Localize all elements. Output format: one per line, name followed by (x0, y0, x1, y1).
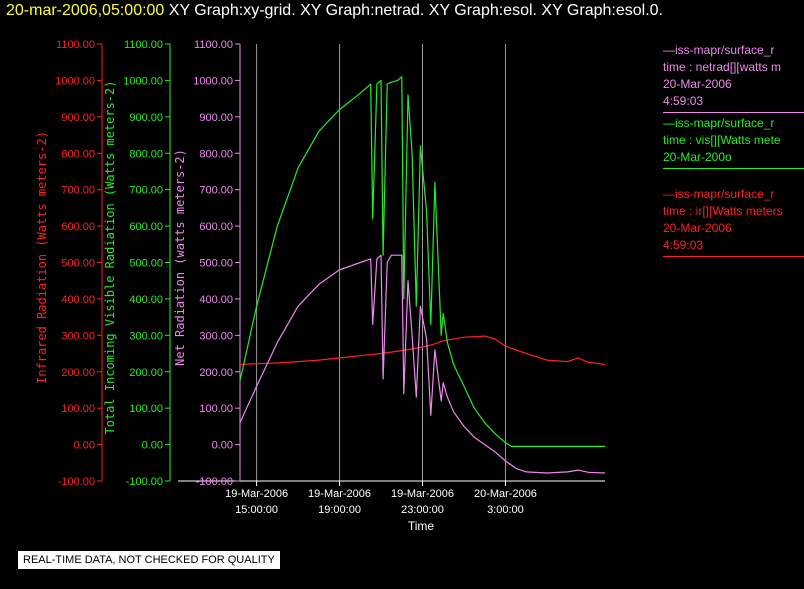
title-timestamp: 20-mar-2006,05:00:00 (6, 2, 165, 19)
legend-entry-1-line-2: 20-Mar-200o (663, 150, 732, 164)
y-tick-label-2-5: 600.00 (199, 221, 233, 233)
quality-disclaimer: REAL-TIME DATA, NOT CHECKED FOR QUALITY (18, 551, 280, 569)
y-tick-label-0-6: 500.00 (61, 258, 95, 270)
y-tick-label-2-10: 100.00 (199, 403, 233, 415)
y-tick-label-1-11: 0.00 (142, 440, 163, 452)
axes-layer: 19-Mar-2006 15:00:00 19-Mar-2006 19:00:00 19… (35, 39, 605, 533)
y-tick-label-1-7: 400.00 (129, 294, 163, 306)
y-tick-label-1-10: 100.00 (129, 403, 163, 415)
y-tick-label-2-11: 0.00 (212, 440, 233, 452)
y-tick-label-1-12: -100.00 (126, 476, 163, 488)
legend-entry-0-line-3: 4:59:03 (663, 94, 704, 108)
y-tick-label-0-7: 400.00 (61, 294, 95, 306)
series-line-net (239, 254, 606, 474)
x-tick-label-1-0: 19-Mar-2006 (308, 488, 371, 500)
legend-separator-2 (663, 256, 804, 257)
y-axis-label-0: Infrared Radiation (Watts meters-2) (35, 131, 49, 384)
y-tick-label-2-12: -100.00 (196, 476, 233, 488)
series-line-vis (239, 76, 605, 447)
x-tick-label-3-0: 20-Mar-2006 (474, 488, 537, 500)
y-tick-label-1-6: 500.00 (129, 258, 163, 270)
y-tick-label-0-1: 1000.00 (55, 75, 95, 87)
y-tick-label-0-8: 300.00 (61, 330, 95, 342)
y-tick-label-2-0: 1100.00 (194, 39, 233, 51)
y-tick-label-1-5: 600.00 (129, 221, 163, 233)
y-tick-label-0-12: -100.00 (58, 476, 95, 488)
y-tick-label-2-1: 1000.00 (193, 75, 233, 87)
y-tick-label-0-5: 600.00 (61, 221, 95, 233)
x-tick-label-0-1: 15:00:00 (235, 504, 278, 516)
legend-entry-2-line-3: 4:59:03 (663, 238, 704, 252)
legend-entry-2-line-1: time : ir[][Watts meters (663, 204, 783, 218)
x-tick-label-2-0: 19-Mar-2006 (391, 488, 454, 500)
y-tick-label-2-8: 300.00 (199, 330, 233, 342)
legend-entry-0-line-2: 20-Mar-2006 (663, 77, 732, 91)
legend-separator-1 (663, 168, 804, 169)
x-tick-label-1-1: 19:00:00 (318, 504, 361, 516)
y-tick-label-1-0: 1100.00 (124, 39, 163, 51)
y-axis-label-2: Net Radiation (watts meters-2) (173, 149, 187, 366)
x-tick-label-0-0: 19-Mar-2006 (225, 488, 288, 500)
legend-entry-1-line-1: time : vis[][Watts mete (663, 133, 781, 147)
y-tick-label-0-9: 200.00 (61, 367, 95, 379)
y-tick-label-0-3: 800.00 (61, 148, 95, 160)
x-tick-label-2-1: 23:00:00 (401, 504, 444, 516)
legend-separator-0 (663, 112, 804, 113)
y-tick-label-2-2: 900.00 (199, 112, 233, 124)
legend-entry-0-line-1: time : netrad[][watts m (663, 60, 782, 74)
legend-entry-1-line-0: —iss-mapr/surface_r (663, 116, 775, 130)
title-graph-list: XY Graph:xy-grid. XY Graph:netrad. XY Gr… (168, 2, 663, 19)
series-layer (239, 76, 606, 474)
y-tick-label-0-4: 700.00 (61, 185, 95, 197)
grid-layer (256, 44, 506, 481)
y-tick-label-1-8: 300.00 (129, 330, 163, 342)
legend-entry-2-line-0: —iss-mapr/surface_r (663, 187, 775, 201)
y-tick-label-2-3: 800.00 (199, 148, 233, 160)
y-tick-label-1-9: 200.00 (129, 367, 163, 379)
y-tick-label-1-4: 700.00 (129, 185, 163, 197)
y-tick-label-2-9: 200.00 (199, 367, 233, 379)
y-tick-label-2-4: 700.00 (199, 185, 233, 197)
y-tick-label-0-10: 100.00 (61, 403, 95, 415)
y-tick-label-0-0: 1100.00 (56, 39, 95, 51)
x-axis-label: Time (408, 519, 435, 533)
y-axis-label-1: Total Incoming Visible Radiation (Watts … (103, 80, 117, 434)
y-tick-label-0-11: 0.00 (74, 440, 95, 452)
series-line-ir (239, 335, 606, 366)
x-tick-label-3-1: 3:00:00 (487, 504, 524, 516)
y-tick-label-1-3: 800.00 (129, 148, 163, 160)
y-tick-label-1-2: 900.00 (129, 112, 163, 124)
legend-entry-0-line-0: —iss-mapr/surface_r (663, 43, 775, 57)
y-tick-label-0-2: 900.00 (61, 112, 95, 124)
y-tick-label-2-7: 400.00 (199, 294, 233, 306)
chart-title: 20-mar-2006,05:00:00 XY Graph:xy-grid. X… (6, 2, 663, 20)
y-tick-label-1-1: 1000.00 (123, 75, 163, 87)
legend-entry-2-line-2: 20-Mar-2006 (663, 221, 732, 235)
y-tick-label-2-6: 500.00 (199, 258, 233, 270)
